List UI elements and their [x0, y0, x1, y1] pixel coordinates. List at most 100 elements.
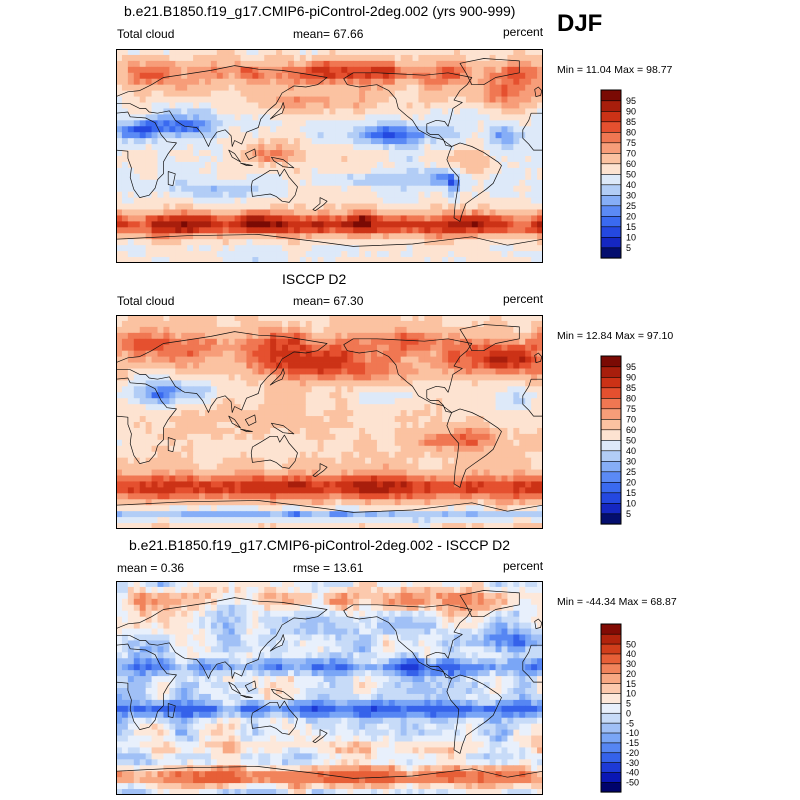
field-cell: [282, 245, 289, 252]
field-cell: [323, 475, 330, 482]
field-cell: [489, 326, 496, 334]
field-cell: [359, 463, 366, 470]
field-cell: [454, 108, 461, 115]
field-cell: [406, 197, 413, 204]
field-cell: [222, 138, 230, 145]
field-cell: [507, 499, 514, 506]
field-cell: [258, 72, 265, 80]
field-cell: [424, 49, 431, 56]
field-cell: [418, 374, 425, 381]
field-cell: [531, 150, 538, 157]
field-cell: [293, 380, 301, 387]
field-cell: [406, 416, 413, 423]
field-cell: [139, 350, 147, 358]
field-cell: [424, 315, 431, 322]
field-cell: [293, 197, 301, 204]
field-cell: [471, 487, 479, 494]
field-cell: [430, 392, 437, 399]
field-cell: [483, 114, 491, 121]
field-cell: [400, 499, 407, 506]
field-cell: [151, 481, 158, 488]
field-cell: [252, 505, 259, 512]
field-cell: [317, 191, 324, 199]
field-cell: [204, 144, 212, 151]
field-cell: [193, 132, 200, 139]
field-cell: [317, 138, 324, 145]
field-cell: [436, 215, 443, 222]
field-cell: [133, 257, 141, 263]
field-cell: [323, 132, 330, 139]
field-cell: [335, 54, 342, 62]
field-cell: [282, 368, 289, 375]
field-cell: [501, 138, 508, 145]
field-cell: [234, 392, 241, 399]
field-cell: [501, 350, 508, 358]
field-cell: [477, 257, 485, 263]
field-cell: [282, 102, 289, 109]
field-cell: [531, 49, 538, 56]
field-cell: [234, 505, 241, 512]
field-cell: [323, 398, 330, 405]
field-cell: [317, 227, 324, 234]
field-cell: [216, 161, 224, 169]
field-cell: [127, 126, 135, 133]
panel-1-map: [116, 49, 543, 263]
field-cell: [222, 161, 230, 169]
field-cell: [121, 144, 129, 151]
colorbar-tick-label: 15: [626, 222, 636, 232]
field-cell: [169, 427, 176, 435]
field-cell: [436, 433, 443, 441]
field-cell: [471, 338, 479, 346]
field-cell: [418, 332, 425, 340]
field-cell: [240, 102, 247, 109]
field-cell: [276, 427, 283, 435]
field-cell: [341, 84, 348, 92]
field-cell: [121, 356, 129, 363]
field-cell: [305, 350, 313, 358]
field-cell: [282, 84, 289, 92]
field-cell: [181, 185, 188, 193]
field-cell: [537, 404, 543, 411]
field-cell: [412, 332, 419, 340]
field-cell: [228, 221, 236, 228]
field-cell: [424, 132, 431, 139]
colorbar-tick-label: 80: [626, 128, 636, 138]
field-cell: [252, 356, 259, 363]
field-cell: [323, 481, 330, 488]
field-cell: [489, 108, 496, 115]
field-cell: [477, 315, 485, 322]
field-cell: [388, 84, 396, 92]
field-cell: [311, 422, 319, 429]
field-cell: [483, 161, 491, 169]
field-cell: [537, 108, 543, 115]
field-cell: [270, 416, 277, 423]
field-cell: [465, 161, 473, 169]
field-cell: [323, 54, 330, 62]
field-cell: [442, 66, 449, 74]
field-cell: [216, 49, 224, 56]
field-cell: [335, 380, 342, 387]
field-cell: [406, 49, 413, 56]
field-cell: [264, 320, 271, 328]
field-cell: [483, 404, 491, 411]
field-cell: [519, 499, 526, 506]
field-cell: [513, 374, 520, 381]
field-cell: [116, 167, 123, 175]
field-cell: [293, 368, 301, 375]
field-cell: [204, 84, 212, 92]
field-cell: [210, 161, 218, 169]
field-cell: [513, 150, 520, 157]
field-cell: [222, 416, 230, 423]
field-cell: [210, 144, 218, 151]
field-cell: [305, 179, 313, 187]
field-cell: [382, 315, 390, 322]
field-cell: [376, 481, 384, 488]
field-cell: [264, 239, 271, 246]
field-cell: [376, 356, 384, 363]
field-cell: [299, 445, 307, 453]
field-cell: [430, 338, 437, 346]
field-cell: [116, 239, 123, 246]
field-cell: [169, 493, 176, 500]
field-cell: [287, 161, 295, 169]
field-cell: [353, 138, 360, 145]
